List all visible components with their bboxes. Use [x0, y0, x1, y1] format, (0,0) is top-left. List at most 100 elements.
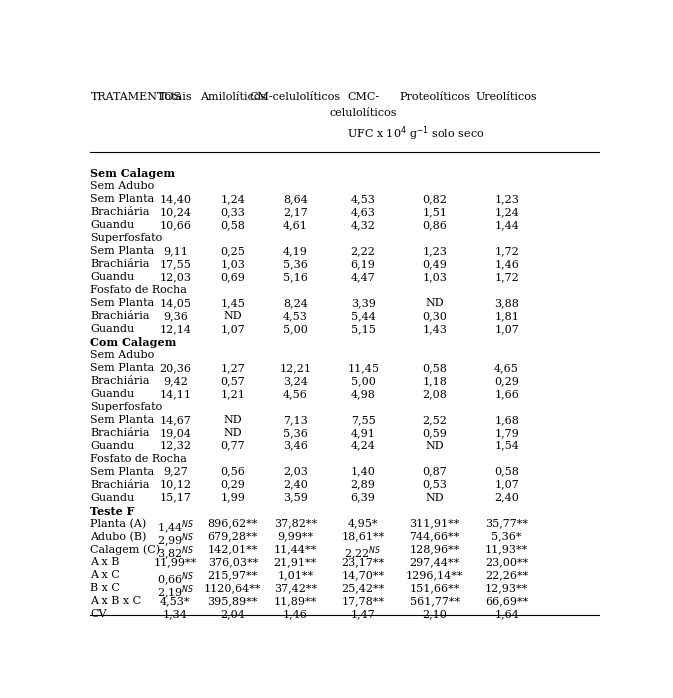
Text: 0,87: 0,87	[422, 467, 447, 477]
Text: 7,55: 7,55	[351, 415, 376, 425]
Text: 14,70**: 14,70**	[342, 570, 385, 581]
Text: 4,65: 4,65	[494, 363, 519, 373]
Text: 1,24: 1,24	[220, 194, 245, 205]
Text: 1120,64**: 1120,64**	[204, 584, 262, 593]
Text: 0,69: 0,69	[220, 272, 245, 282]
Text: 1,07: 1,07	[494, 324, 519, 334]
Text: Sem Planta: Sem Planta	[90, 246, 155, 256]
Text: 1,46: 1,46	[283, 609, 308, 619]
Text: 14,40: 14,40	[160, 194, 191, 205]
Text: 5,16: 5,16	[283, 272, 308, 282]
Text: Guandu: Guandu	[90, 493, 135, 503]
Text: 15,17: 15,17	[160, 493, 191, 503]
Text: 5,36*: 5,36*	[491, 532, 522, 542]
Text: Planta (A): Planta (A)	[90, 519, 147, 529]
Text: 1,66: 1,66	[494, 389, 519, 399]
Text: Sem Planta: Sem Planta	[90, 194, 155, 205]
Text: 395,89**: 395,89**	[207, 596, 258, 607]
Text: 4,53*: 4,53*	[160, 596, 190, 607]
Text: 561,77**: 561,77**	[410, 596, 460, 607]
Text: 8,24: 8,24	[283, 298, 308, 308]
Text: 2,22: 2,22	[351, 246, 376, 256]
Text: CMC-: CMC-	[347, 92, 379, 102]
Text: 5,00: 5,00	[351, 376, 376, 386]
Text: 1,47: 1,47	[351, 609, 376, 619]
Text: 0,25: 0,25	[220, 246, 245, 256]
Text: 0,58: 0,58	[422, 363, 447, 373]
Text: 10,66: 10,66	[160, 220, 191, 230]
Text: Guandu: Guandu	[90, 220, 135, 230]
Text: 1,44: 1,44	[494, 220, 519, 230]
Text: Guandu: Guandu	[90, 324, 135, 334]
Text: Guandu: Guandu	[90, 389, 135, 399]
Text: Brachiária: Brachiária	[90, 207, 150, 217]
Text: Guandu: Guandu	[90, 440, 135, 451]
Text: 1,45: 1,45	[220, 298, 245, 308]
Text: ND: ND	[223, 415, 242, 425]
Text: 17,78**: 17,78**	[342, 596, 385, 607]
Text: 3,59: 3,59	[283, 493, 308, 503]
Text: 2,40: 2,40	[283, 480, 308, 489]
Text: 1,72: 1,72	[494, 246, 519, 256]
Text: 2,10: 2,10	[422, 609, 447, 619]
Text: 1,23: 1,23	[422, 246, 447, 256]
Text: Superfosfato: Superfosfato	[90, 402, 163, 412]
Text: Calagem (C): Calagem (C)	[90, 544, 160, 555]
Text: 8,64: 8,64	[283, 194, 308, 205]
Text: Brachiária: Brachiária	[90, 259, 150, 269]
Text: 4,91: 4,91	[351, 428, 376, 438]
Text: 19,04: 19,04	[160, 428, 191, 438]
Text: 14,11: 14,11	[160, 389, 191, 399]
Text: ND: ND	[223, 311, 242, 321]
Text: 2,04: 2,04	[220, 609, 245, 619]
Text: 7,13: 7,13	[283, 415, 308, 425]
Text: 1,81: 1,81	[494, 311, 519, 321]
Text: Adubo (B): Adubo (B)	[90, 532, 147, 542]
Text: A x B x C: A x B x C	[90, 596, 141, 607]
Text: 1,43: 1,43	[422, 324, 447, 334]
Text: 1,72: 1,72	[494, 272, 519, 282]
Text: 35,77**: 35,77**	[485, 519, 528, 528]
Text: Sem Adubo: Sem Adubo	[90, 181, 155, 191]
Text: 5,00: 5,00	[283, 324, 308, 334]
Text: 1,51: 1,51	[422, 207, 447, 217]
Text: 128,96**: 128,96**	[409, 544, 460, 554]
Text: 12,21: 12,21	[279, 363, 312, 373]
Text: 1,03: 1,03	[422, 272, 447, 282]
Text: 0,66$^{NS}$: 0,66$^{NS}$	[157, 570, 194, 588]
Text: 4,98: 4,98	[351, 389, 376, 399]
Text: Superfosfato: Superfosfato	[90, 233, 163, 243]
Text: 1296,14**: 1296,14**	[406, 570, 464, 581]
Text: 6,19: 6,19	[351, 259, 376, 269]
Text: 23,00**: 23,00**	[485, 558, 528, 567]
Text: 11,93**: 11,93**	[485, 544, 528, 554]
Text: 22,26**: 22,26**	[485, 570, 528, 581]
Text: Teste F: Teste F	[90, 505, 135, 517]
Text: 1,23: 1,23	[494, 194, 519, 205]
Text: TRATAMENTOS: TRATAMENTOS	[90, 92, 182, 102]
Text: 3,82$^{NS}$: 3,82$^{NS}$	[157, 544, 194, 563]
Text: 2,22$^{NS}$: 2,22$^{NS}$	[345, 544, 382, 563]
Text: 3,24: 3,24	[283, 376, 308, 386]
Text: 1,24: 1,24	[494, 207, 519, 217]
Text: 20,36: 20,36	[160, 363, 191, 373]
Text: 12,93**: 12,93**	[485, 584, 528, 593]
Text: 6,39: 6,39	[351, 493, 376, 503]
Text: 4,19: 4,19	[283, 246, 308, 256]
Text: 21,91**: 21,91**	[274, 558, 317, 567]
Text: 744,66**: 744,66**	[409, 532, 460, 542]
Text: 0,82: 0,82	[422, 194, 447, 205]
Text: Sem Planta: Sem Planta	[90, 298, 155, 308]
Text: 10,24: 10,24	[160, 207, 191, 217]
Text: Ureolíticos: Ureolíticos	[476, 92, 538, 102]
Text: 0,53: 0,53	[422, 480, 447, 489]
Text: 11,44**: 11,44**	[274, 544, 317, 554]
Text: 9,99**: 9,99**	[277, 532, 314, 542]
Text: A x B: A x B	[90, 558, 120, 567]
Text: 4,56: 4,56	[283, 389, 308, 399]
Text: 4,24: 4,24	[351, 440, 376, 451]
Text: Brachiária: Brachiária	[90, 376, 150, 386]
Text: 12,32: 12,32	[160, 440, 191, 451]
Text: 3,39: 3,39	[351, 298, 376, 308]
Text: 151,66**: 151,66**	[409, 584, 460, 593]
